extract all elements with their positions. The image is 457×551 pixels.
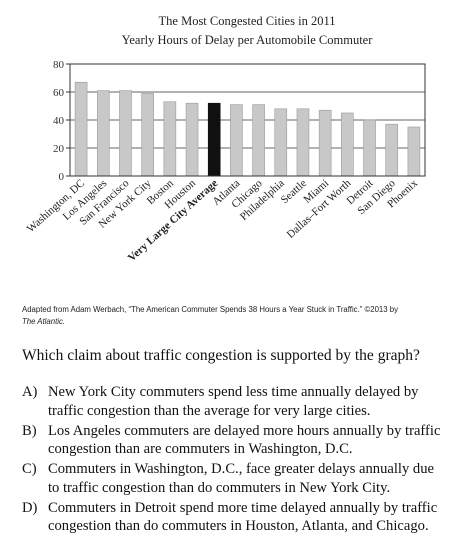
- bar-washington-dc: [74, 81, 88, 177]
- choice-letter: C): [22, 461, 37, 477]
- answer-choices: A) New York City commuters spend less ti…: [22, 383, 447, 537]
- y-tick-label: 40: [53, 115, 65, 127]
- choice-text: Commuters in Detroit spend more time del…: [48, 499, 438, 535]
- bar-chart: The Most Congested Cities in 2011 Yearly…: [25, 14, 426, 264]
- bar-very-large-city-average: [207, 102, 221, 177]
- y-tick-label: 20: [53, 143, 65, 155]
- bar-los-angeles: [96, 90, 110, 177]
- choice-a[interactable]: A) New York City commuters spend less ti…: [22, 383, 447, 420]
- bar-seattle: [296, 108, 310, 177]
- choice-letter: A): [22, 384, 38, 400]
- choice-text: Los Angeles commuters are delayed more h…: [48, 422, 441, 458]
- bar-philadelphia: [274, 108, 288, 177]
- bar-houston: [185, 102, 199, 177]
- y-tick-labels: 0 20 40 60 80: [53, 59, 70, 183]
- chart-title: The Most Congested Cities in 2011: [159, 14, 336, 28]
- question-text: Which claim about traffic congestion is …: [22, 347, 420, 364]
- chart-subtitle: Yearly Hours of Delay per Automobile Com…: [122, 33, 374, 47]
- y-tick-label: 80: [53, 59, 65, 71]
- choice-b[interactable]: B) Los Angeles commuters are delayed mor…: [22, 422, 447, 459]
- bar-san-diego: [385, 123, 399, 177]
- choice-c[interactable]: C) Commuters in Washington, D.C., face g…: [22, 460, 447, 497]
- source-publication: The Atlantic.: [22, 317, 66, 326]
- bars: [74, 81, 421, 177]
- bar-san-francisco: [119, 90, 132, 177]
- bar-dallas-fort-worth: [341, 112, 354, 177]
- choice-letter: B): [22, 422, 37, 439]
- bar-atlanta: [230, 104, 243, 177]
- bar-boston: [163, 101, 177, 177]
- bar-chicago: [252, 104, 265, 177]
- bar-miami: [318, 109, 332, 177]
- bar-detroit: [363, 119, 376, 177]
- choice-d[interactable]: D) Commuters in Detroit spend more time …: [22, 499, 447, 536]
- bar-new-york-city: [141, 93, 154, 177]
- source-citation: Adapted from Adam Werbach, “The American…: [22, 304, 442, 328]
- choice-text: New York City commuters spend less time …: [48, 384, 419, 419]
- choice-letter: D): [22, 499, 38, 516]
- bar-phoenix: [407, 126, 421, 177]
- source-text: Adapted from Adam Werbach, “The American…: [22, 305, 398, 314]
- y-tick-label: 0: [59, 171, 65, 183]
- y-tick-label: 60: [53, 87, 65, 99]
- choice-text: Commuters in Washington, D.C., face grea…: [48, 461, 434, 496]
